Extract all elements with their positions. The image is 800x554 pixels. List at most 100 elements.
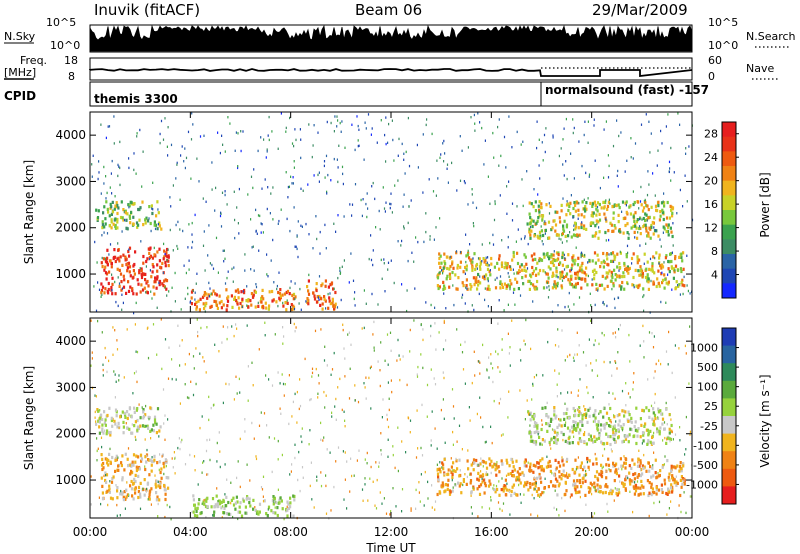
rti-speck [145, 424, 147, 428]
rti-cell [574, 282, 578, 286]
rti-cell [560, 273, 563, 277]
rti-speck [354, 183, 357, 186]
rti-cell [570, 277, 573, 281]
rti-cell [531, 258, 534, 262]
rti-speck [108, 359, 110, 363]
rti-cell [243, 288, 246, 293]
rti-cell [511, 469, 514, 473]
rti-cell [161, 261, 164, 265]
rti-speck [293, 166, 295, 169]
rti-cell [592, 221, 595, 225]
rti-speck [465, 233, 467, 236]
rti-cell [165, 279, 169, 283]
rti-speck [300, 435, 302, 438]
rti-cell [500, 459, 503, 463]
rti-speck [342, 450, 344, 453]
rti-cell [665, 254, 668, 258]
rti-speck [652, 346, 655, 349]
rti-speck [188, 223, 190, 226]
rti-speck [116, 514, 118, 517]
rti-cell [481, 275, 485, 279]
rti-speck [116, 503, 118, 507]
rti-speck [658, 262, 660, 265]
rti-cell [556, 210, 559, 214]
rti-speck [464, 272, 466, 275]
rti-speck [509, 287, 511, 291]
rti-cell [604, 200, 607, 205]
rti-cell [518, 472, 521, 476]
rti-speck [663, 192, 665, 195]
rti-cell [111, 200, 114, 204]
rti-speck [104, 346, 106, 350]
rti-cell [583, 412, 586, 417]
rti-cell [436, 492, 439, 497]
rti-speck [274, 506, 276, 509]
rti-cell [647, 277, 650, 281]
rti-cell [574, 470, 577, 474]
rti-speck [174, 300, 176, 303]
rti-speck [567, 305, 569, 308]
rti-speck [325, 394, 327, 397]
rti-speck [218, 431, 220, 434]
rti-speck [258, 348, 260, 351]
rti-speck [150, 229, 152, 233]
rti-cell [449, 490, 452, 494]
rti-speck [566, 200, 568, 203]
rti-speck [439, 461, 441, 464]
rti-cell [624, 466, 627, 470]
rti-cell [315, 300, 319, 304]
rti-cell [124, 211, 127, 215]
rti-speck [406, 309, 408, 313]
rti-speck [311, 375, 313, 378]
rti-cell [593, 251, 597, 255]
rti-cell [111, 424, 114, 428]
rti-speck [470, 116, 472, 119]
rti-cell [555, 258, 558, 262]
rti-speck [552, 418, 554, 421]
rti-cell [666, 459, 669, 463]
rti-cell [649, 429, 652, 433]
rti-cell [558, 423, 561, 427]
rti-speck [434, 322, 436, 325]
rti-cell [131, 494, 134, 498]
rti-speck [387, 455, 389, 458]
rti-cell [538, 214, 541, 218]
rti-cell [634, 484, 638, 488]
rti-speck [293, 307, 296, 311]
rti-speck [611, 273, 614, 276]
rti-cell [642, 433, 645, 437]
rti-speck [167, 418, 169, 421]
rti-speck [160, 318, 162, 321]
rti-cell [455, 251, 458, 255]
rti-cell [542, 286, 546, 290]
rti-cell [116, 217, 119, 222]
rti-speck [598, 226, 600, 229]
rti-cell [652, 407, 655, 411]
rti-cell [543, 255, 546, 259]
rti-cell [572, 479, 576, 483]
rti-cell [212, 513, 215, 517]
rti-cell [225, 308, 228, 312]
rti-speck [285, 171, 287, 174]
rti-cell [584, 479, 587, 483]
rti-cell [249, 504, 252, 508]
rti-speck [524, 418, 526, 421]
rti-cell [608, 269, 611, 273]
rti-speck [672, 438, 674, 441]
rti-speck [401, 239, 403, 243]
rti-speck [565, 421, 567, 424]
rti-cell [111, 210, 115, 214]
rti-cell [117, 206, 120, 210]
rti-cell [133, 262, 136, 267]
rti-cell [632, 213, 635, 217]
rti-speck [668, 507, 670, 510]
rti-cell [562, 227, 565, 231]
rti-speck [366, 462, 368, 465]
rti-cell [531, 414, 534, 419]
rti-speck [646, 193, 649, 197]
rti-speck [578, 430, 581, 434]
rti-cell [659, 469, 662, 473]
rti-speck [653, 226, 655, 229]
rti-cell [603, 205, 606, 209]
rti-speck [454, 483, 456, 486]
